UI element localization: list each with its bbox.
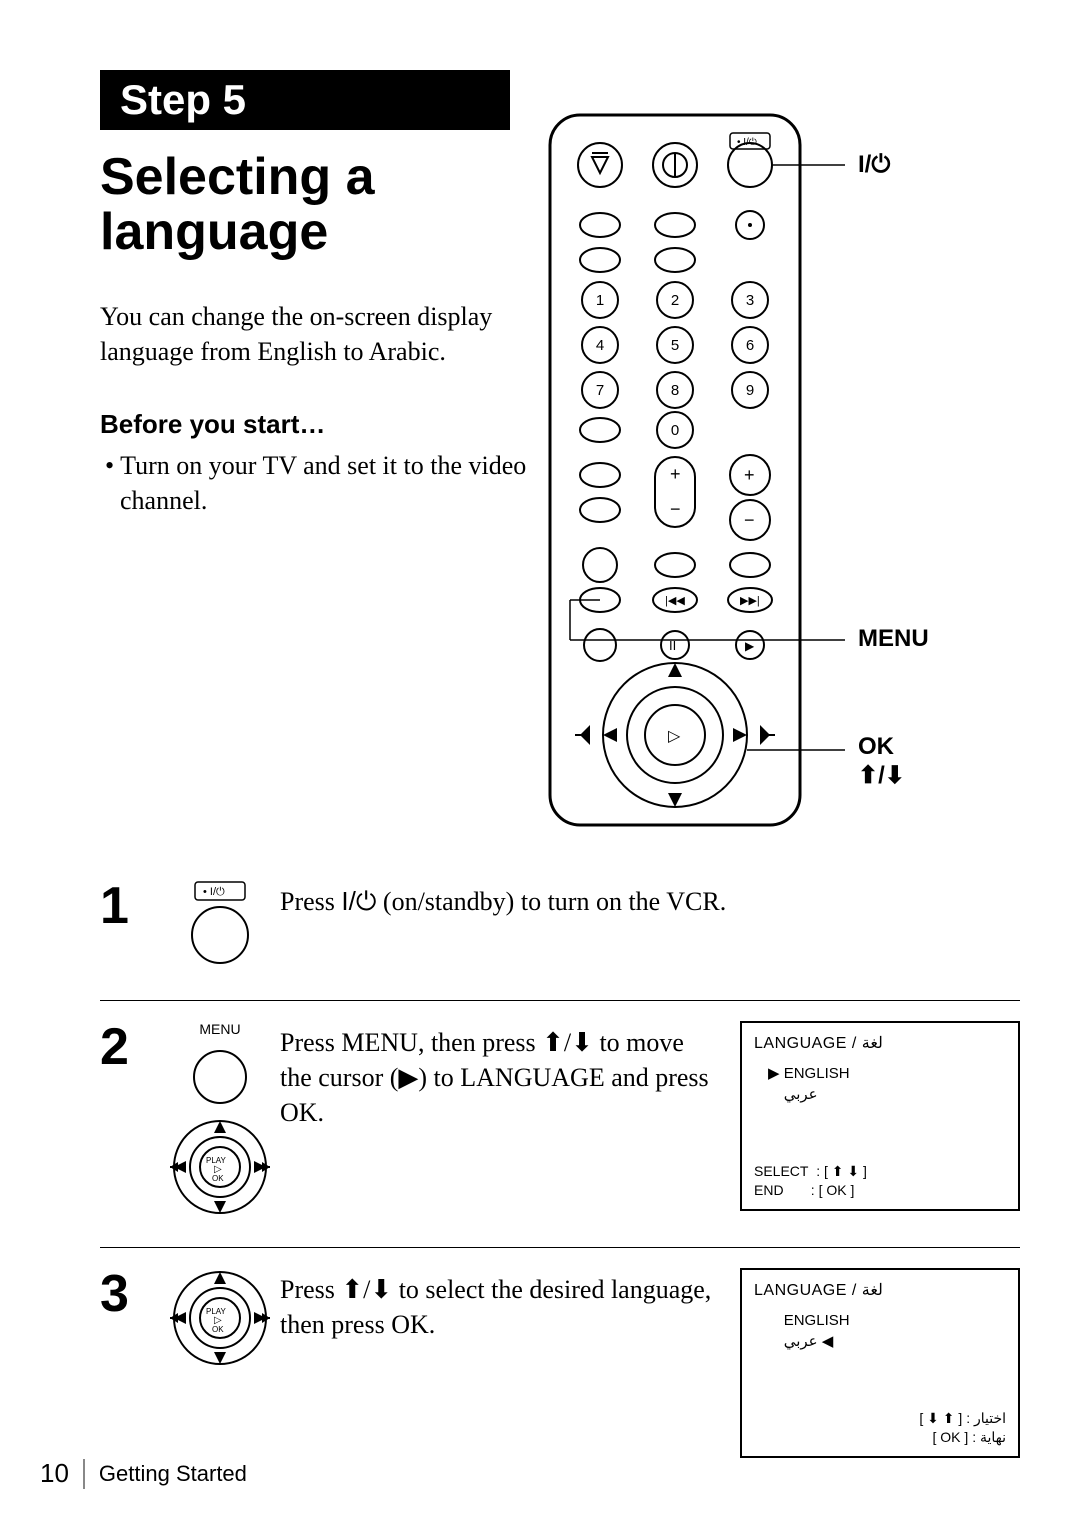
osd2-opt1: ▶ ENGLISH [768,1063,1006,1084]
steps-list: 1 • I/⏻ Press I/⏻ (on/standby) to turn o… [100,860,1020,1488]
osd2-marker: ▶ [768,1065,780,1082]
step1-post: (on/standby) to turn on the VCR. [376,887,726,916]
osd-box-3: LANGUAGE / لغة ▶ ENGLISH ▶ عربي ◀ اختيار… [740,1268,1020,1458]
svg-text:1: 1 [596,292,604,309]
svg-text:OK: OK [212,1174,224,1183]
osd3-marker: ◀ [822,1333,834,1350]
intro-text: You can change the on-screen display lan… [100,299,540,369]
remote-label-ok: OK [858,733,905,762]
step-3: 3 PLAY ▷ OK Press ⬆/⬇ to select t [100,1247,1020,1488]
step-2-text: Press MENU, then press ⬆/⬇ to move the c… [280,1021,740,1130]
step-3-number: 3 [100,1268,160,1320]
osd3-opt1: ENGLISH [784,1312,850,1329]
svg-text:OK: OK [212,1325,224,1334]
svg-text:▶: ▶ [745,639,755,653]
power-prefix: I/ [858,151,871,178]
step-1-icon: • I/⏻ [160,880,280,970]
remote-diagram: • I/⏻ 1 2 3 4 5 6 7 8 9 0 [540,105,960,835]
page-number: 10 [40,1458,69,1489]
svg-text:▶▶|: ▶▶| [740,595,760,607]
osd2-footer: SELECT : [ ⬆ ⬇ ] END : [ OK ] [754,1162,1006,1201]
step-3-icon: PLAY ▷ OK [160,1268,280,1368]
step-2-icon: MENU PLAY ▷ OK [160,1021,280,1217]
remote-label-menu: MENU [858,625,929,653]
bullet-1: • Turn on your TV and set it to the vide… [100,448,540,518]
svg-text:5: 5 [671,337,679,354]
svg-text:0: 0 [671,422,679,439]
osd3-f2: نهاية : [ OK ] [919,1428,1006,1448]
svg-text:▷: ▷ [668,728,681,745]
osd3-footer: اختيار : [ ⬆ ⬇ ] نهاية : [ OK ] [754,1409,1006,1448]
remote-label-power: I/⏻ [858,151,890,179]
title-line1: Selecting a [100,148,375,206]
osd3-f1: اختيار : [ ⬆ ⬇ ] [919,1409,1006,1429]
svg-text:7: 7 [596,382,604,399]
title-line2: language [100,203,328,261]
step-1: 1 • I/⏻ Press I/⏻ (on/standby) to turn o… [100,860,1020,1000]
osd-box-2: LANGUAGE / لغة ▶ ENGLISH ▶ عربي SELECT :… [740,1021,1020,1211]
menu-label: MENU [199,1021,240,1037]
svg-text:|◀◀: |◀◀ [665,595,685,607]
svg-text:9: 9 [746,382,754,399]
osd2-opt1-text: ENGLISH [784,1065,850,1082]
svg-text:4: 4 [596,337,604,354]
footer-separator [83,1459,85,1489]
step-2-number: 2 [100,1021,160,1073]
power-icon: ⏻ [871,151,890,178]
svg-text:8: 8 [671,382,679,399]
step1-sym: I/⏻ [341,886,376,916]
step-label: Step 5 [100,70,510,130]
svg-text:• I/⏻: • I/⏻ [737,137,757,148]
manual-page: Step 5 Selecting a language You can chan… [0,0,1080,1529]
svg-text:II: II [669,638,676,653]
osd3-title: LANGUAGE / لغة [754,1280,1006,1302]
osd2-opt2: عربي [784,1086,818,1103]
step-1-text: Press I/⏻ (on/standby) to turn on the VC… [280,880,1020,919]
osd2-title: LANGUAGE / لغة [754,1033,1006,1055]
svg-text:• I/⏻: • I/⏻ [203,886,225,898]
osd2-f1: SELECT [754,1163,808,1179]
svg-text:+: + [670,464,681,484]
step-1-number: 1 [100,880,160,932]
svg-text:3: 3 [746,292,754,309]
svg-text:2: 2 [671,292,679,309]
step-2: 2 MENU PLAY ▷ OK [100,1000,1020,1247]
osd3-opt2: عربي [784,1333,818,1350]
osd2-f1v: : [ ⬆ ⬇ ] [816,1163,867,1179]
svg-text:+: + [744,465,755,485]
svg-text:−: − [744,510,755,530]
section-name: Getting Started [99,1461,247,1487]
osd2-f2v: : [ OK ] [811,1182,855,1198]
step-3-text: Press ⬆/⬇ to select the desired language… [280,1268,740,1342]
remote-label-arrows: ⬆/⬇ [858,762,905,791]
step-2-screen: LANGUAGE / لغة ▶ ENGLISH ▶ عربي SELECT :… [740,1021,1020,1211]
svg-text:6: 6 [746,337,754,354]
svg-text:−: − [670,499,681,519]
step-3-screen: LANGUAGE / لغة ▶ ENGLISH ▶ عربي ◀ اختيار… [740,1268,1020,1458]
step1-pre: Press [280,887,341,916]
remote-label-ok-group: OK ⬆/⬇ [858,733,905,791]
page-footer: 10 Getting Started [40,1458,1020,1489]
osd2-f2: END [754,1182,784,1198]
